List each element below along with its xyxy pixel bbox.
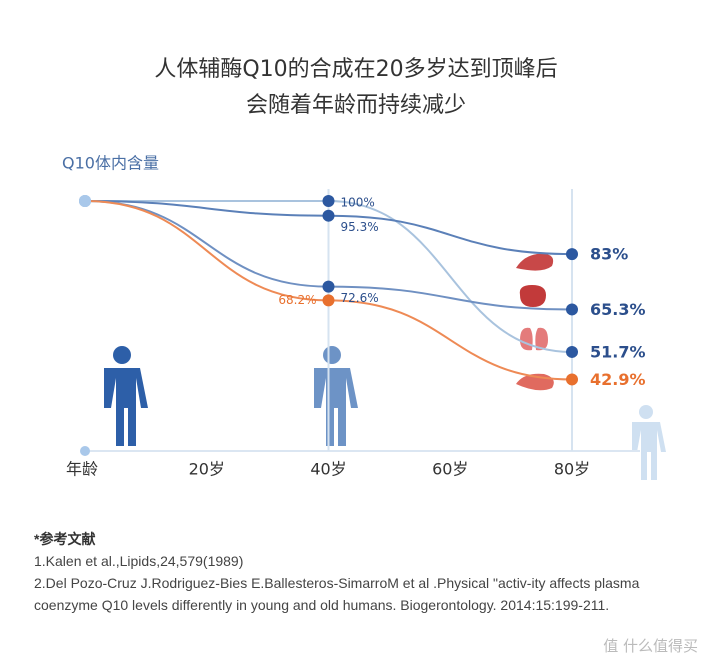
data-point <box>566 373 578 386</box>
reference-item: 1.Kalen et al.,Lipids,24,579(1989) <box>34 553 244 569</box>
data-point <box>566 345 578 358</box>
series-line <box>85 200 573 353</box>
value-label: 42.9% <box>590 370 646 389</box>
data-point <box>322 280 335 293</box>
references: *参考文献 1.Kalen et al.,Lipids,24,579(1989)… <box>34 528 694 616</box>
data-point <box>79 195 91 207</box>
x-tick-label: 80岁 <box>554 460 590 479</box>
y-axis-label: Q10体内含量 <box>62 154 159 173</box>
organ-icons <box>516 253 554 391</box>
chart-title: 会随着年龄而持续减少 <box>246 93 466 118</box>
human-figure <box>314 346 358 446</box>
chart-title: 人体辅酶Q10的合成在20多岁达到顶峰后 <box>154 57 557 82</box>
value-label: 95.3% <box>341 220 379 234</box>
human-figure <box>104 346 148 446</box>
x-axis-label: 年龄 <box>66 460 98 479</box>
value-label: 100% <box>341 196 375 210</box>
data-point <box>566 303 578 316</box>
x-tick-label: 40岁 <box>310 460 346 479</box>
human-figure <box>632 405 666 480</box>
data-point <box>566 248 578 261</box>
data-point <box>322 294 335 307</box>
axis-origin <box>80 446 90 456</box>
data-point <box>322 195 335 207</box>
data-point <box>322 209 335 222</box>
watermark: 值 什么值得买 <box>603 637 698 655</box>
reference-item: 2.Del Pozo-Cruz J.Rodriguez-Bies E.Balle… <box>34 575 640 613</box>
value-label: 72.6% <box>341 291 379 305</box>
value-label: 51.7% <box>590 342 646 361</box>
value-label: 83% <box>590 245 628 264</box>
chart: 人体辅酶Q10的合成在20多岁达到顶峰后 会随着年龄而持续减少 Q10体内含量 … <box>62 57 666 480</box>
references-heading: *参考文献 <box>34 531 96 547</box>
value-label: 65.3% <box>590 300 646 319</box>
value-label: 68.2% <box>278 293 316 307</box>
x-tick-label: 60岁 <box>432 460 468 479</box>
x-tick-label: 20岁 <box>189 460 225 479</box>
